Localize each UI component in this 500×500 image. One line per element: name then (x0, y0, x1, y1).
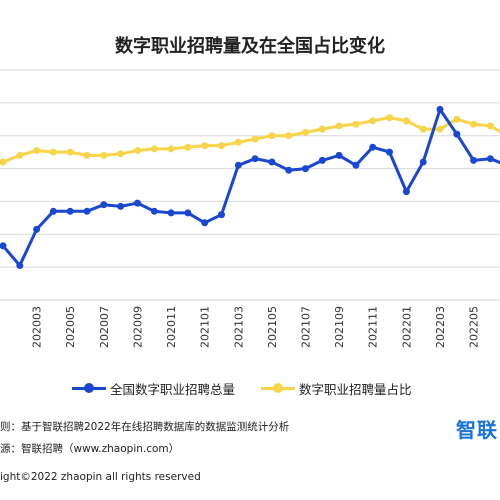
series-1-point (386, 148, 393, 156)
x-tick-label: 202109 (333, 306, 346, 348)
x-axis-tick-labels: 202003 202005 202007 202009 202011 202101 2021… (31, 306, 481, 348)
series-2-point (0, 158, 7, 166)
series-1-point (0, 242, 7, 250)
line-chart: 202003 202005 202007 202009 202011 202101 2021… (0, 69, 500, 348)
series-1-point (419, 158, 427, 166)
gridlines (0, 69, 500, 301)
series-1-point (201, 219, 209, 227)
series-1-point (134, 199, 141, 207)
series-2-point (436, 125, 444, 133)
series-1-point (369, 143, 377, 151)
series-1-point (470, 156, 478, 164)
x-tick-label: 202111 (367, 306, 380, 348)
series-1-point (150, 207, 158, 215)
data-note-method: 则：基于智联招聘2022年在线招聘数据库的数据监测统计分析 (0, 421, 290, 433)
series-1-point (335, 151, 343, 159)
series-1-point (453, 130, 461, 138)
series-1-point (184, 209, 192, 217)
series-2-point (335, 122, 343, 130)
series-2-point (285, 132, 293, 140)
series-1-point (251, 155, 259, 163)
series-2-point (117, 150, 125, 158)
series-line-1 (1, 107, 500, 267)
series-2-point (49, 148, 57, 156)
plot-area (0, 105, 500, 269)
series-2-point (386, 114, 393, 122)
series-1-point (33, 225, 41, 233)
series-1-point (100, 201, 108, 209)
series-1-point (285, 166, 293, 174)
series-1-point (436, 105, 444, 113)
series-2-point (453, 115, 461, 123)
series-1-point (318, 156, 326, 164)
legend-item-series-1: 全国数字职业招聘总量 (72, 379, 235, 398)
legend: 全国数字职业招聘总量 数字职业招聘量占比 (72, 379, 438, 398)
legend-swatch-series-2 (261, 383, 296, 393)
x-tick-label: 202101 (199, 306, 212, 348)
series-2-point (201, 142, 209, 150)
series-1-point (117, 202, 125, 210)
series-1-point (302, 165, 309, 173)
series-2-point (369, 117, 377, 125)
series-2-point (167, 145, 175, 153)
series-2-point (352, 120, 360, 128)
series-1-point (402, 188, 410, 196)
series-2-point (150, 145, 158, 153)
series-1-point (352, 161, 360, 169)
x-tick-label: 202003 (31, 306, 44, 348)
legend-label-series-1: 全国数字职业招聘总量 (110, 381, 236, 397)
series-2-point (16, 151, 24, 159)
copyright-text: ight©2022 zhaopin all rights reserved (0, 471, 201, 483)
x-tick-label: 202103 (232, 306, 245, 348)
x-tick-label: 202205 (468, 306, 481, 348)
legend-item-series-2: 数字职业招聘量占比 (261, 379, 412, 398)
series-1-point (486, 155, 494, 163)
series-2-point (268, 132, 276, 140)
series-1-point (66, 207, 74, 215)
series-2-point (486, 122, 494, 130)
series-1-point (268, 158, 276, 166)
series-2-point (83, 151, 91, 159)
x-tick-label: 202105 (266, 306, 279, 348)
series-2-point (33, 147, 41, 154)
legend-swatch-series-1 (72, 383, 106, 393)
series-1-point (83, 207, 91, 215)
series-2-point (134, 147, 141, 154)
data-note-source: 源：智联招聘（www.zhaopin.com） (0, 443, 180, 455)
zhaopin-logo: 智联 (456, 418, 498, 442)
x-tick-label: 202007 (98, 306, 111, 348)
series-2-point (402, 117, 410, 125)
series-2-point (66, 148, 74, 156)
x-tick-label: 202203 (434, 306, 447, 348)
series-2-point (251, 135, 259, 143)
series-1-point (16, 262, 24, 269)
series-1-point (234, 161, 242, 169)
x-tick-label: 202201 (400, 306, 413, 348)
series-2-point (218, 142, 225, 150)
x-tick-label: 202011 (165, 306, 178, 348)
x-tick-label: 202107 (300, 306, 313, 348)
series-1-point (49, 207, 57, 215)
series-2-point (419, 125, 427, 133)
series-2-point (302, 128, 309, 136)
series-2-point (470, 120, 478, 128)
chart-title: 数字职业招聘量及在全国占比变化 (115, 36, 385, 57)
series-2-point (184, 143, 192, 151)
series-2-point (318, 125, 326, 133)
x-tick-label: 202005 (64, 306, 77, 348)
series-2-point (100, 151, 108, 159)
legend-label-series-2: 数字职业招聘量占比 (299, 381, 412, 397)
series-1-point (218, 211, 225, 219)
x-tick-label: 202009 (131, 306, 144, 348)
series-2-point (234, 138, 242, 146)
series-1-point (167, 209, 175, 217)
